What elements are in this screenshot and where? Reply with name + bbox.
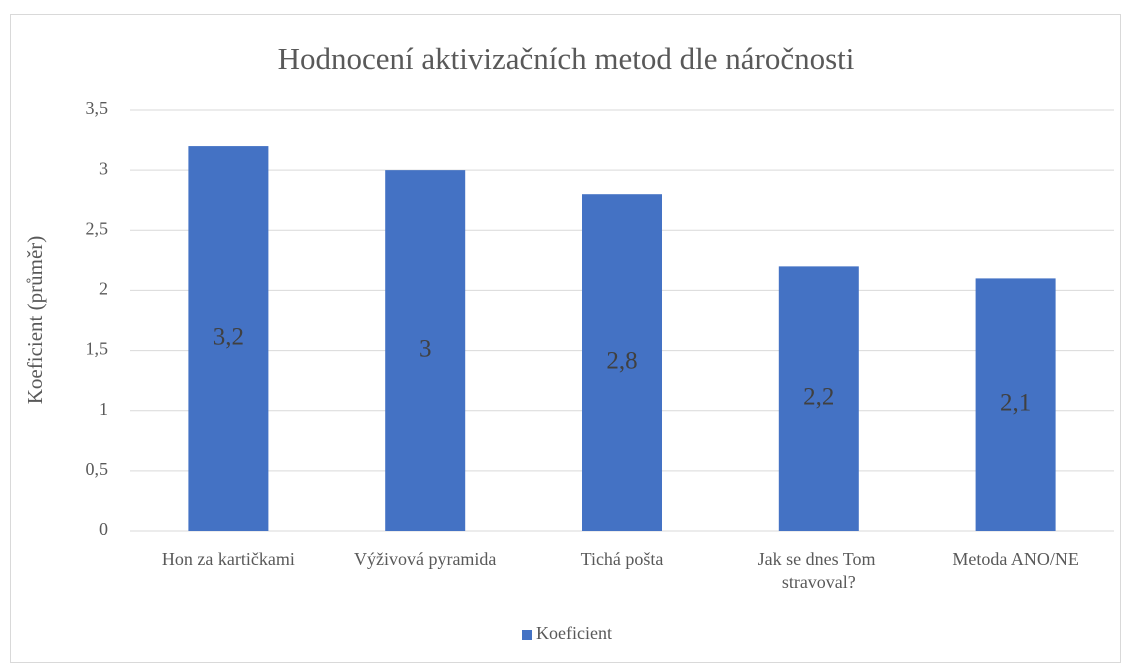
y-tick-label: 2: [99, 279, 108, 299]
chart-title: Hodnocení aktivizačních metod dle náročn…: [278, 41, 855, 76]
bar: [582, 194, 662, 531]
bar: [188, 146, 269, 532]
y-tick-label: 3: [99, 158, 108, 178]
data-label: 3,2: [213, 323, 244, 350]
bar: [778, 266, 859, 531]
bar: [385, 170, 466, 531]
x-tick-label: Tichá pošta: [581, 549, 664, 569]
x-tick-label: Výživová pyramida: [354, 549, 496, 569]
x-tick-label: Jak se dnes Tom stravoval?: [758, 549, 880, 592]
x-tick-label: Hon za kartičkami: [162, 549, 295, 569]
y-tick-label: 0: [99, 519, 108, 539]
y-tick-label: 2,5: [86, 218, 109, 238]
y-axis-label: Koeficient (průměr): [23, 236, 47, 405]
y-tick-label: 1: [99, 399, 108, 419]
y-tick-label: 3,5: [86, 98, 109, 118]
bar: [975, 278, 1056, 531]
data-label: 2,1: [1000, 389, 1031, 416]
data-label: 2,8: [606, 347, 637, 374]
data-label: 3: [419, 335, 432, 362]
legend-swatch: [522, 630, 532, 640]
y-tick-label: 1,5: [86, 339, 109, 359]
data-label: 2,2: [803, 383, 834, 410]
legend-label: Koeficient: [536, 623, 612, 643]
x-tick-label: Metoda ANO/NE: [952, 549, 1078, 569]
y-tick-label: 0,5: [86, 459, 109, 479]
